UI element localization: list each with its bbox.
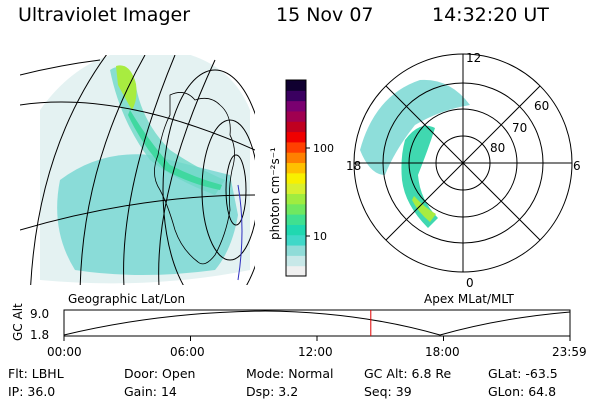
mlt-label-12: 12 [466, 51, 481, 65]
polar-aurora-cyan [360, 79, 470, 175]
colorbar-unit-label: photon cm⁻²s⁻¹ [268, 147, 282, 240]
right-panel-caption: Apex MLat/MLT [424, 292, 514, 306]
mlt-label-18: 18 [346, 159, 361, 173]
colorbar-tick-10: 10 [313, 230, 327, 243]
status-seq: Seq: 39 [364, 384, 412, 399]
timeline-x-tick-1800: 18:00 [425, 345, 460, 359]
colorbar-segment [286, 162, 306, 174]
timeline-ticks [63, 336, 571, 341]
colorbar-segment [286, 100, 306, 112]
lat-label-80: 80 [490, 141, 505, 155]
timeline-y-tick-1: 1.8 [30, 328, 49, 342]
left-aurora-cyan-upper [110, 66, 225, 196]
status-dsp: Dsp: 3.2 [246, 384, 299, 399]
colorbar-ticks [306, 147, 310, 237]
left-panel-caption: Geographic Lat/Lon [68, 292, 185, 306]
blue-meridian [237, 184, 243, 281]
status-ip: IP: 36.0 [8, 384, 56, 399]
colorbar-segment [286, 183, 306, 194]
status-glat: GLat: -63.5 [488, 366, 558, 381]
colorbar-segment [286, 121, 306, 133]
mlt-label-0: 0 [466, 276, 474, 290]
colorbar-segment [286, 193, 306, 205]
polar-grid [353, 53, 573, 273]
colorbar-segment [286, 110, 306, 122]
coastline [154, 92, 235, 265]
colorbar-segment [286, 80, 306, 91]
left-aurora-arc [128, 110, 222, 190]
colorbar-segment [286, 255, 306, 267]
geographic-image-panel [20, 55, 255, 285]
lat-label-70: 70 [512, 121, 527, 135]
timeline-x-tick-0600: 06:00 [170, 345, 205, 359]
status-gc-alt: GC Alt: 6.8 Re [364, 366, 452, 381]
timeline-x-tick-1200: 12:00 [298, 345, 333, 359]
colorbar-segment [286, 234, 306, 246]
status-mode: Mode: Normal [246, 366, 334, 381]
lat-label-60: 60 [534, 99, 549, 113]
left-aurora-bright [116, 65, 137, 110]
altitude-curve [63, 310, 571, 336]
colorbar-tick-100: 100 [313, 142, 334, 155]
status-glon: GLon: 64.8 [488, 384, 557, 399]
status-flt: Flt: LBHL [8, 366, 64, 381]
header-time: 14:32:20 UT [432, 4, 549, 26]
polar-image-panel: 12 18 6 0 60 70 80 [346, 51, 581, 290]
colorbar-segment [286, 152, 306, 164]
timeline-y-tick-9: 9.0 [30, 307, 49, 321]
colorbar-segment [286, 203, 306, 215]
timeline-axis-label: GC Alt [11, 303, 25, 341]
timeline-x-tick-2359: 23:59 [552, 345, 587, 359]
colorbar-segment [286, 224, 306, 236]
page-title: Ultraviolet Imager [18, 4, 191, 26]
colorbar-segment [286, 245, 306, 256]
timeline-plot: GC Alt 9.0 1.8 00:00 06:00 12:00 18:00 2… [11, 303, 587, 359]
colorbar-segment [286, 265, 306, 277]
polar-aurora-bright [412, 196, 436, 222]
timeline-frame [63, 309, 571, 337]
status-gain: Gain: 14 [124, 384, 177, 399]
timeline-x-tick-0000: 00:00 [47, 345, 82, 359]
colorbar-segment [286, 214, 306, 225]
header-date: 15 Nov 07 [276, 4, 374, 26]
colorbar-segment [286, 131, 306, 143]
left-grid-lines [20, 55, 255, 285]
colorbar [286, 80, 306, 277]
colorbar-frame [285, 79, 307, 277]
colorbar-segment [286, 141, 306, 153]
left-aurora-cyan [57, 154, 239, 275]
mlt-label-6: 6 [573, 159, 581, 173]
status-door: Door: Open [124, 366, 196, 381]
colorbar-segment [286, 172, 306, 184]
colorbar-segment [286, 90, 306, 102]
